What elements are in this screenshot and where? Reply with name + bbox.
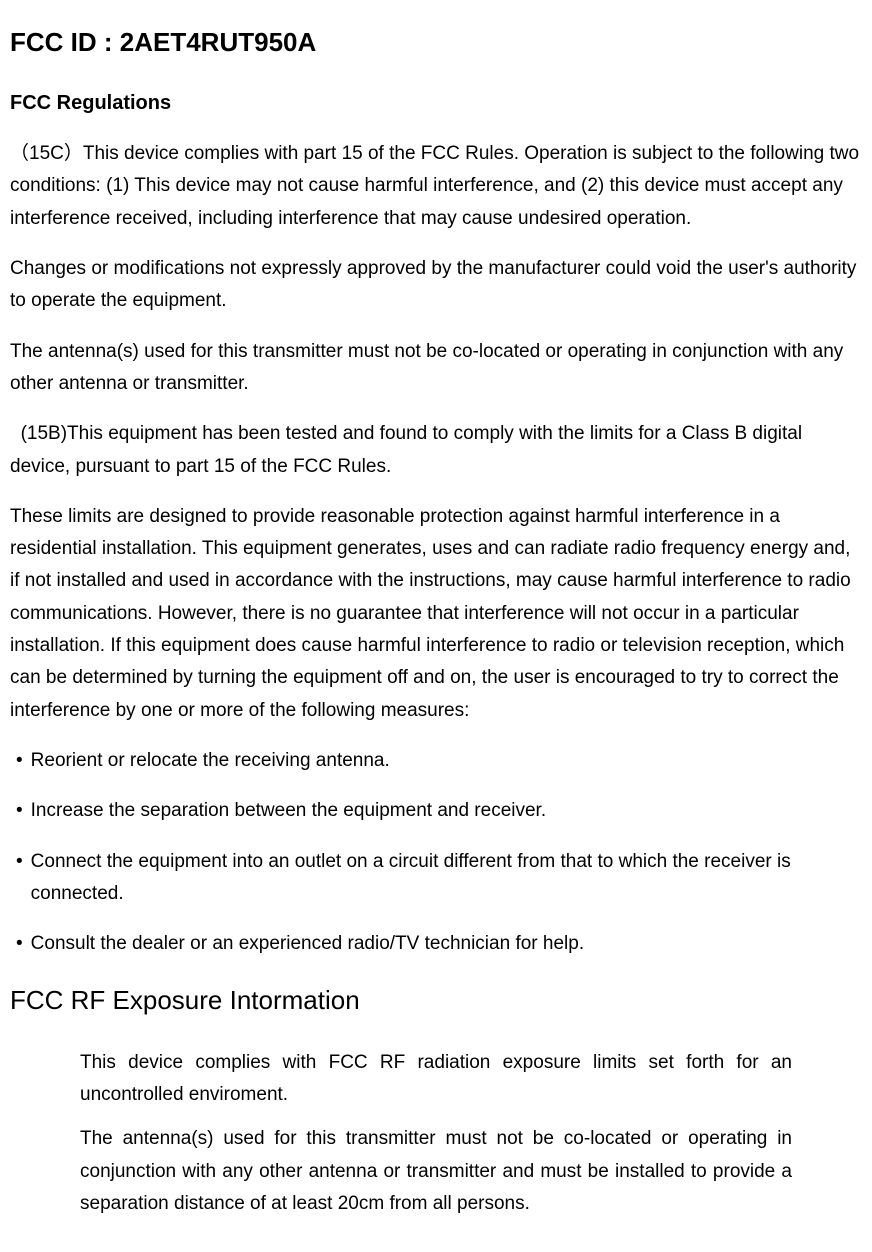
paragraph-15c: （15C）This device complies with part 15 o… xyxy=(10,138,862,235)
rf-exposure-heading: FCC RF Exposure Intormation xyxy=(10,978,862,1022)
paragraph-changes: Changes or modifications not expressly a… xyxy=(10,253,862,318)
list-item: • Increase the separation between the eq… xyxy=(10,795,862,827)
measures-list: • Reorient or relocate the receiving ant… xyxy=(10,745,862,960)
bullet-icon: • xyxy=(16,846,23,878)
list-item: • Consult the dealer or an experienced r… xyxy=(10,928,862,960)
bullet-icon: • xyxy=(16,928,23,960)
bullet-text: Reorient or relocate the receiving anten… xyxy=(31,745,862,777)
bullet-icon: • xyxy=(16,795,23,827)
rf-exposure-block: This device complies with FCC RF radiati… xyxy=(10,1047,862,1220)
bullet-text: Increase the separation between the equi… xyxy=(31,795,862,827)
rf-paragraph-antenna: The antenna(s) used for this transmitter… xyxy=(80,1123,792,1220)
paragraph-limits: These limits are designed to provide rea… xyxy=(10,501,862,727)
bullet-text: Consult the dealer or an experienced rad… xyxy=(31,928,862,960)
bullet-icon: • xyxy=(16,745,23,777)
regulations-subheading: FCC Regulations xyxy=(10,86,862,120)
bullet-text: Connect the equipment into an outlet on … xyxy=(31,846,862,911)
paragraph-antenna: The antenna(s) used for this transmitter… xyxy=(10,336,862,401)
fcc-id-heading: FCC ID : 2AET4RUT950A xyxy=(10,20,862,64)
list-item: • Connect the equipment into an outlet o… xyxy=(10,846,862,911)
paragraph-15b: (15B)This equipment has been tested and … xyxy=(10,418,862,483)
list-item: • Reorient or relocate the receiving ant… xyxy=(10,745,862,777)
rf-paragraph-limits: This device complies with FCC RF radiati… xyxy=(80,1047,792,1112)
